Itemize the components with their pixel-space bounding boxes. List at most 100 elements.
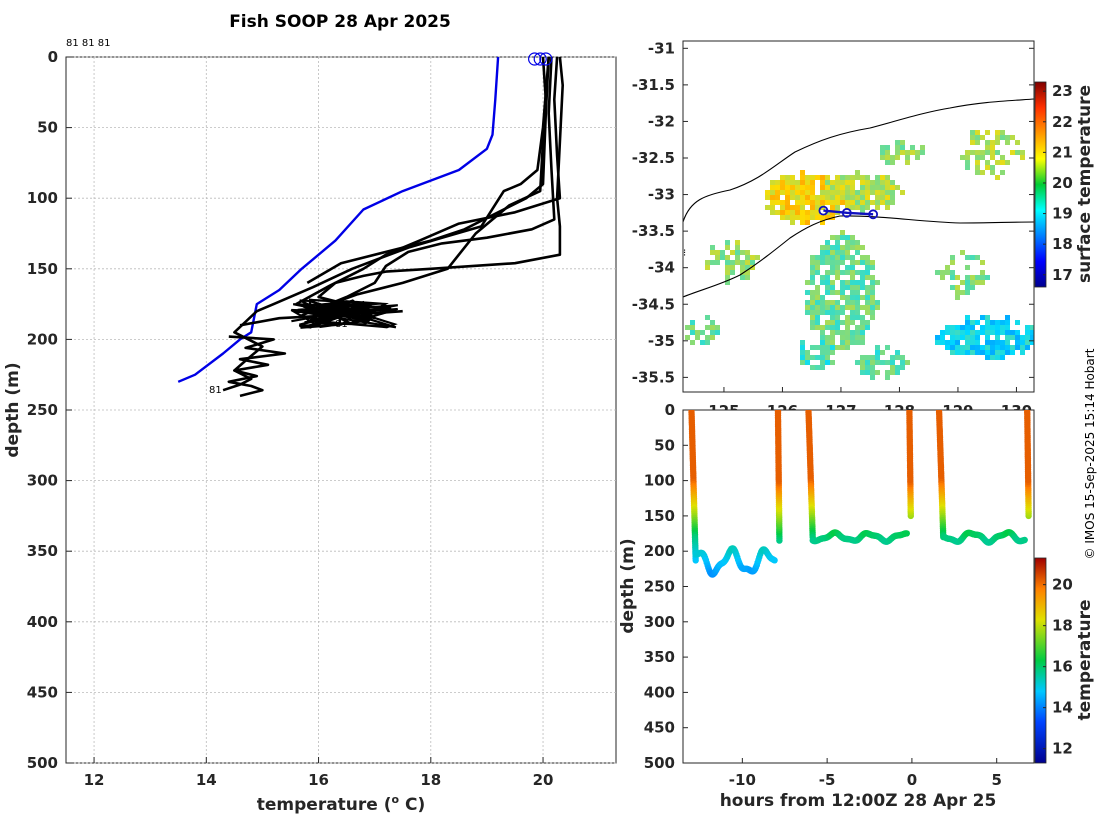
- sst-pixel: [830, 315, 835, 320]
- sst-pixel: [845, 345, 850, 350]
- section-y-tick: 150: [644, 507, 675, 525]
- sst-pixel: [815, 285, 820, 290]
- sst-pixel: [880, 150, 885, 155]
- sst-pixel: [825, 200, 830, 205]
- sst-pixel: [975, 130, 980, 135]
- sst-pixel: [805, 310, 810, 315]
- sst-pixel: [955, 275, 960, 280]
- sst-pixel: [810, 365, 815, 370]
- sst-pixel: [830, 250, 835, 255]
- sst-pixel: [840, 195, 845, 200]
- sst-pixel: [810, 190, 815, 195]
- sst-pixel: [770, 200, 775, 205]
- sst-pixel: [995, 320, 1000, 325]
- sst-pixel: [880, 360, 885, 365]
- section-y-tick: 450: [644, 719, 675, 737]
- sst-pixel: [800, 355, 805, 360]
- sst-pixel: [895, 150, 900, 155]
- sst-pixel: [730, 265, 735, 270]
- sst-pixel: [1005, 135, 1010, 140]
- sst-pixel: [735, 255, 740, 260]
- sst-pixel: [955, 295, 960, 300]
- sst-pixel: [830, 195, 835, 200]
- map-colorbar-tick: 18: [1052, 235, 1073, 253]
- sst-pixel: [990, 150, 995, 155]
- sst-pixel: [840, 340, 845, 345]
- sst-pixel: [1000, 170, 1005, 175]
- sst-pixel: [885, 160, 890, 165]
- sst-pixel: [810, 315, 815, 320]
- sst-pixel: [830, 180, 835, 185]
- sst-pixel: [875, 305, 880, 310]
- sst-pixel: [855, 295, 860, 300]
- sst-pixel: [860, 200, 865, 205]
- section-y-tick: 500: [644, 754, 675, 772]
- sst-pixel: [890, 185, 895, 190]
- profile-y-tick: 250: [27, 401, 58, 419]
- sst-pixel: [835, 180, 840, 185]
- sst-pixel: [825, 300, 830, 305]
- sst-pixel: [945, 345, 950, 350]
- sst-pixel: [1010, 335, 1015, 340]
- credit-text: © IMOS 15-Sep-2025 15:14 Hobart: [1083, 348, 1097, 559]
- sst-pixel: [825, 185, 830, 190]
- sst-pixel: [975, 280, 980, 285]
- sst-pixel: [825, 195, 830, 200]
- sst-pixel: [715, 330, 720, 335]
- sst-pixel: [970, 330, 975, 335]
- sst-pixel: [900, 145, 905, 150]
- sst-pixel: [725, 280, 730, 285]
- sst-pixel: [785, 180, 790, 185]
- sst-pixel: [835, 310, 840, 315]
- sst-pixel: [1020, 340, 1025, 345]
- sst-pixel: [990, 155, 995, 160]
- sst-pixel: [965, 330, 970, 335]
- sst-pixel: [995, 325, 1000, 330]
- sst-pixel: [860, 260, 865, 265]
- sst-pixel: [765, 190, 770, 195]
- sst-pixel: [870, 285, 875, 290]
- sst-pixel: [860, 325, 865, 330]
- sst-pixel: [765, 195, 770, 200]
- sst-pixel: [840, 295, 845, 300]
- sst-pixel: [835, 325, 840, 330]
- sst-pixel: [765, 205, 770, 210]
- sst-pixel: [1010, 135, 1015, 140]
- sst-pixel: [880, 195, 885, 200]
- sst-pixel: [895, 370, 900, 375]
- sst-pixel: [940, 270, 945, 275]
- sst-pixel: [850, 285, 855, 290]
- sst-pixel: [840, 310, 845, 315]
- sst-pixel: [750, 255, 755, 260]
- sst-pixel: [705, 260, 710, 265]
- sst-pixel: [990, 140, 995, 145]
- sst-pixel: [810, 175, 815, 180]
- sst-pixel: [870, 295, 875, 300]
- sst-pixel: [855, 300, 860, 305]
- sst-pixel: [850, 270, 855, 275]
- sst-pixel: [740, 250, 745, 255]
- sst-pixel: [1025, 325, 1030, 330]
- sst-pixel: [750, 265, 755, 270]
- sst-pixel: [980, 325, 985, 330]
- sst-pixel: [840, 335, 845, 340]
- sst-pixel: [980, 135, 985, 140]
- sst-pixel: [780, 180, 785, 185]
- map-y-tick: -35: [648, 332, 675, 350]
- sst-pixel: [840, 175, 845, 180]
- sst-pixel: [800, 340, 805, 345]
- sst-pixel: [865, 255, 870, 260]
- sst-pixel: [725, 275, 730, 280]
- sst-pixel: [860, 355, 865, 360]
- sst-pixel: [965, 325, 970, 330]
- section-x-tick: -5: [819, 771, 836, 789]
- cast-annotation-2: 81: [209, 385, 222, 396]
- sst-pixel: [875, 195, 880, 200]
- section-sample: [771, 557, 778, 564]
- sst-pixel: [975, 340, 980, 345]
- sst-pixel: [810, 290, 815, 295]
- sst-pixel: [725, 255, 730, 260]
- sst-pixel: [915, 155, 920, 160]
- map-y-tick: -32: [648, 112, 675, 130]
- sst-pixel: [825, 260, 830, 265]
